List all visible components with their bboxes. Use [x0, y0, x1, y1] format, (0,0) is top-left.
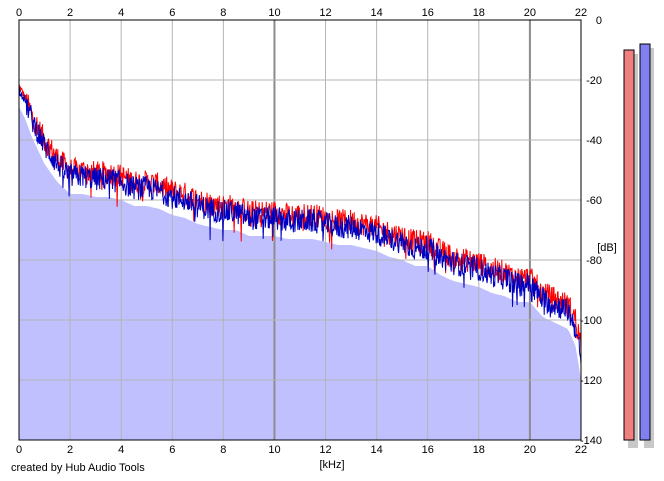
y-axis-label: [dB] [597, 242, 617, 254]
x-tick-label-top: 8 [220, 7, 226, 19]
right-level-meter [639, 43, 651, 441]
x-tick-label-top: 2 [67, 7, 73, 19]
y-tick-label: -80 [586, 255, 602, 267]
y-tick-label: -60 [586, 195, 602, 207]
x-tick-label-top: 12 [319, 7, 331, 19]
x-tick-label-bottom: 8 [220, 444, 226, 456]
x-tick-label-bottom: 22 [575, 444, 587, 456]
x-axis-label: [kHz] [319, 459, 344, 471]
y-axis-ticks: 0 -20 -40 -60 -80 -100 -120 -140 [580, 15, 602, 447]
x-tick-label-top: 10 [268, 7, 280, 19]
x-tick-label-top: 22 [575, 7, 587, 19]
x-tick-label-top: 0 [16, 7, 22, 19]
x-tick-label-bottom: 10 [268, 444, 280, 456]
x-tick-label-bottom: 20 [524, 444, 536, 456]
x-tick-label-top: 16 [422, 7, 434, 19]
y-tick-label: 0 [596, 15, 602, 27]
grid-lines [18, 19, 582, 441]
y-tick-label: -100 [580, 315, 602, 327]
level-meters [623, 43, 654, 448]
x-axis-top-ticks: 0 2 4 6 8 10 12 14 16 18 20 22 [16, 7, 587, 19]
x-tick-label-bottom: 0 [16, 444, 22, 456]
x-tick-label-bottom: 16 [422, 444, 434, 456]
x-tick-label-top: 4 [118, 7, 124, 19]
right-channel-line [18, 87, 582, 365]
x-tick-label-bottom: 2 [67, 444, 73, 456]
x-axis-bottom-ticks: 0 2 4 6 8 10 12 14 16 18 20 22 [16, 444, 587, 456]
y-tick-label: -40 [586, 135, 602, 147]
y-tick-label: -140 [580, 435, 602, 447]
spectrum-area-fill [19, 107, 581, 440]
x-tick-label-top: 18 [473, 7, 485, 19]
credit-text: created by Hub Audio Tools [11, 462, 145, 474]
x-tick-label-bottom: 12 [319, 444, 331, 456]
x-tick-label-bottom: 6 [169, 444, 175, 456]
left-level-meter [623, 49, 635, 441]
x-tick-label-bottom: 14 [371, 444, 383, 456]
x-tick-label-top: 20 [524, 7, 536, 19]
x-tick-label-bottom: 4 [118, 444, 124, 456]
plot-frame [18, 19, 582, 441]
y-tick-label: -120 [580, 375, 602, 387]
x-tick-label-bottom: 18 [473, 444, 485, 456]
x-tick-label-top: 6 [169, 7, 175, 19]
y-tick-label: -20 [586, 75, 602, 87]
x-tick-label-top: 14 [371, 7, 383, 19]
